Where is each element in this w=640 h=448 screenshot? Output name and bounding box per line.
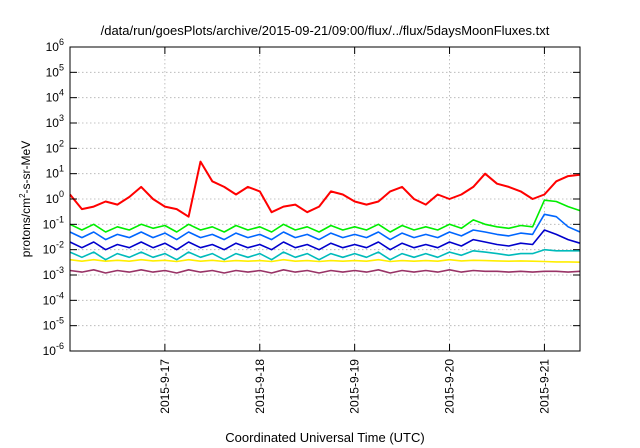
y-tick-label: 10-4: [43, 290, 64, 307]
y-tick-label: 10-2: [43, 240, 64, 257]
x-tick-label: 2015-9-21: [537, 359, 551, 414]
y-tick-label: 10-1: [43, 214, 64, 231]
chart-title: /data/run/goesPlots/archive/2015-09-21/0…: [101, 23, 550, 38]
y-tick-label: 100: [46, 189, 64, 206]
grid: [70, 47, 580, 351]
series-line: [69, 229, 581, 251]
series-line: [69, 213, 581, 241]
x-axis-label: Coordinated Universal Time (UTC): [225, 430, 424, 445]
series-line: [69, 160, 581, 218]
y-tick-label: 10-6: [43, 341, 64, 358]
y-tick-label: 103: [46, 113, 64, 130]
x-tick-label: 2015-9-19: [348, 359, 362, 414]
y-axis: 10-6 10-5 10-4 10-3 10-2 10-1 100 101 102 103 104 1…: [43, 37, 580, 358]
series-line: [69, 248, 580, 261]
series-line: [69, 268, 581, 274]
x-tick-label: 2015-9-20: [443, 359, 457, 414]
y-axis-label: protons/cm2-s-sr-MeV: [18, 141, 33, 257]
y-axis-label-sup: 2: [18, 193, 27, 198]
y-tick-label: 101: [46, 164, 64, 181]
y-axis-label-suffix: -s-sr-MeV: [19, 141, 33, 194]
series-line: [69, 258, 581, 263]
y-tick-label: 104: [46, 88, 64, 105]
y-tick-label: 105: [46, 62, 64, 79]
x-tick-label: 2015-9-18: [253, 359, 267, 414]
y-tick-label: 106: [46, 37, 64, 54]
y-tick-label: 10-5: [43, 316, 64, 333]
y-axis-label-prefix: protons/cm: [19, 198, 33, 257]
y-tick-label: 10-3: [43, 265, 64, 282]
series-group: [69, 160, 581, 274]
x-tick-label: 2015-9-17: [158, 359, 172, 414]
series-line: [69, 199, 581, 233]
x-axis: 2015-9-17 2015-9-18 2015-9-19 2015-9-20 2015…: [158, 47, 551, 414]
y-tick-label: 102: [46, 138, 64, 155]
